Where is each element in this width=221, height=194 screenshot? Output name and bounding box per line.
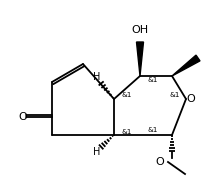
Text: O: O bbox=[19, 112, 27, 122]
Text: &1: &1 bbox=[122, 92, 132, 98]
Text: O: O bbox=[187, 94, 195, 104]
Text: H: H bbox=[93, 72, 101, 82]
Text: O: O bbox=[156, 157, 164, 167]
Text: OH: OH bbox=[131, 25, 149, 35]
Polygon shape bbox=[137, 42, 143, 76]
Text: &1: &1 bbox=[147, 77, 157, 83]
Text: &1: &1 bbox=[148, 127, 158, 133]
Polygon shape bbox=[172, 55, 200, 76]
Text: &1: &1 bbox=[122, 129, 132, 135]
Text: H: H bbox=[93, 147, 101, 157]
Text: &1: &1 bbox=[170, 92, 180, 98]
